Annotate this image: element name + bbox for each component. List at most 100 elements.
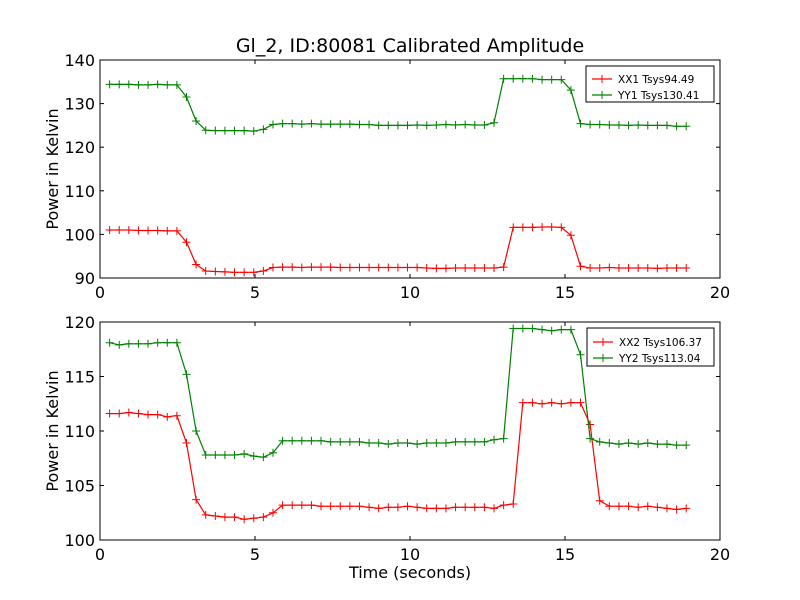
data-point-marker (211, 450, 220, 459)
data-point-marker (422, 121, 431, 130)
data-point-marker (672, 122, 681, 131)
data-point-marker (393, 263, 402, 272)
data-point-marker (124, 226, 133, 235)
data-point-marker (518, 324, 527, 333)
data-point-marker (115, 340, 124, 349)
data-point-marker (490, 435, 499, 444)
data-point-marker (634, 440, 643, 449)
data-point-marker (393, 438, 402, 447)
data-point-marker (653, 503, 662, 512)
data-point-marker (163, 338, 172, 347)
data-point-marker (326, 437, 335, 446)
data-point-marker (192, 427, 201, 435)
data-point-marker (297, 263, 306, 272)
data-point-marker (595, 496, 604, 505)
data-point-marker (153, 410, 162, 419)
data-point-marker (605, 263, 614, 272)
data-point-marker (355, 437, 364, 446)
y-tick-label: 140 (64, 51, 95, 70)
data-point-marker (115, 226, 124, 235)
data-point-marker (201, 510, 210, 519)
data-point-marker (547, 222, 556, 231)
legend: XX1 Tsys94.49 YY1 Tsys130.41 (585, 65, 715, 103)
data-point-marker (192, 117, 201, 126)
legend-marker (598, 75, 606, 83)
y-tick-label: 100 (64, 225, 95, 244)
data-point-marker (124, 408, 133, 417)
data-point-marker (134, 80, 143, 89)
data-point-marker (307, 436, 316, 445)
data-point-marker (490, 504, 499, 513)
data-point-marker (317, 502, 326, 511)
legend-entry: XX1 Tsys94.49 (618, 74, 694, 86)
data-point-marker (662, 504, 671, 513)
legend-marker (599, 338, 607, 346)
data-point-marker (557, 399, 566, 408)
data-point-marker (317, 436, 326, 445)
data-point-marker (557, 223, 566, 232)
y-axis-label: Power in Kelvin (43, 108, 62, 229)
data-point-marker (576, 398, 585, 407)
data-point-marker (278, 119, 287, 128)
data-point-marker (441, 264, 450, 273)
data-point-marker (403, 263, 412, 272)
x-tick-label: 5 (250, 283, 260, 302)
data-point-marker (115, 80, 124, 89)
data-point-marker (182, 238, 191, 247)
data-point-marker (374, 438, 383, 447)
data-point-marker (441, 438, 450, 447)
x-tick-label: 15 (555, 545, 575, 564)
data-point-marker (518, 74, 527, 83)
legend-marker (598, 91, 606, 99)
data-point-marker (538, 75, 547, 84)
data-point-marker (326, 502, 335, 511)
data-point-marker (682, 122, 691, 131)
data-point-marker (528, 324, 537, 333)
data-point-marker (211, 512, 220, 521)
data-point-marker (413, 440, 422, 449)
data-point-marker (605, 502, 614, 511)
data-point-marker (547, 326, 556, 335)
data-point-marker (268, 120, 277, 129)
data-point-marker (413, 263, 422, 272)
data-point-marker (297, 501, 306, 510)
data-point-marker (172, 338, 181, 347)
x-tick-label: 15 (555, 283, 575, 302)
data-point-marker (317, 120, 326, 129)
data-point-marker (538, 399, 547, 408)
data-point-marker (624, 121, 633, 130)
data-point-marker (643, 438, 652, 447)
data-point-marker (192, 260, 201, 269)
data-point-marker (538, 325, 547, 334)
data-point-marker (403, 438, 412, 447)
subplot-2: 0 5 10 15 20 100 105 110 115 120 Power in Kelvin Ti… (43, 313, 730, 582)
data-point-marker (528, 74, 537, 83)
data-point-marker (307, 501, 316, 510)
data-point-marker (278, 436, 287, 445)
data-point-marker (672, 505, 681, 514)
data-point-marker (624, 263, 633, 272)
data-point-marker (566, 325, 575, 334)
data-point-marker (374, 263, 383, 272)
data-point-marker (451, 437, 460, 446)
data-point-marker (682, 441, 691, 450)
data-point-marker (643, 121, 652, 130)
data-point-marker (518, 398, 527, 407)
y-axis-label: Power in Kelvin (43, 370, 62, 491)
data-point-marker (240, 449, 249, 458)
data-point-marker (163, 226, 172, 235)
data-point-marker (384, 263, 393, 272)
data-point-marker (365, 120, 374, 129)
x-tick-label: 10 (400, 283, 420, 302)
chart-title: Gl_2, ID:80081 Calibrated Amplitude (236, 35, 584, 57)
y-tick-label: 100 (64, 531, 95, 550)
data-point-marker (124, 80, 133, 89)
data-point-marker (345, 120, 354, 129)
data-point-marker (461, 263, 470, 272)
data-point-marker (528, 398, 537, 407)
data-point-marker (336, 263, 345, 272)
data-point-marker (576, 350, 585, 359)
data-point-marker (240, 126, 249, 135)
data-point-marker (634, 263, 643, 272)
data-point-marker (365, 503, 374, 512)
